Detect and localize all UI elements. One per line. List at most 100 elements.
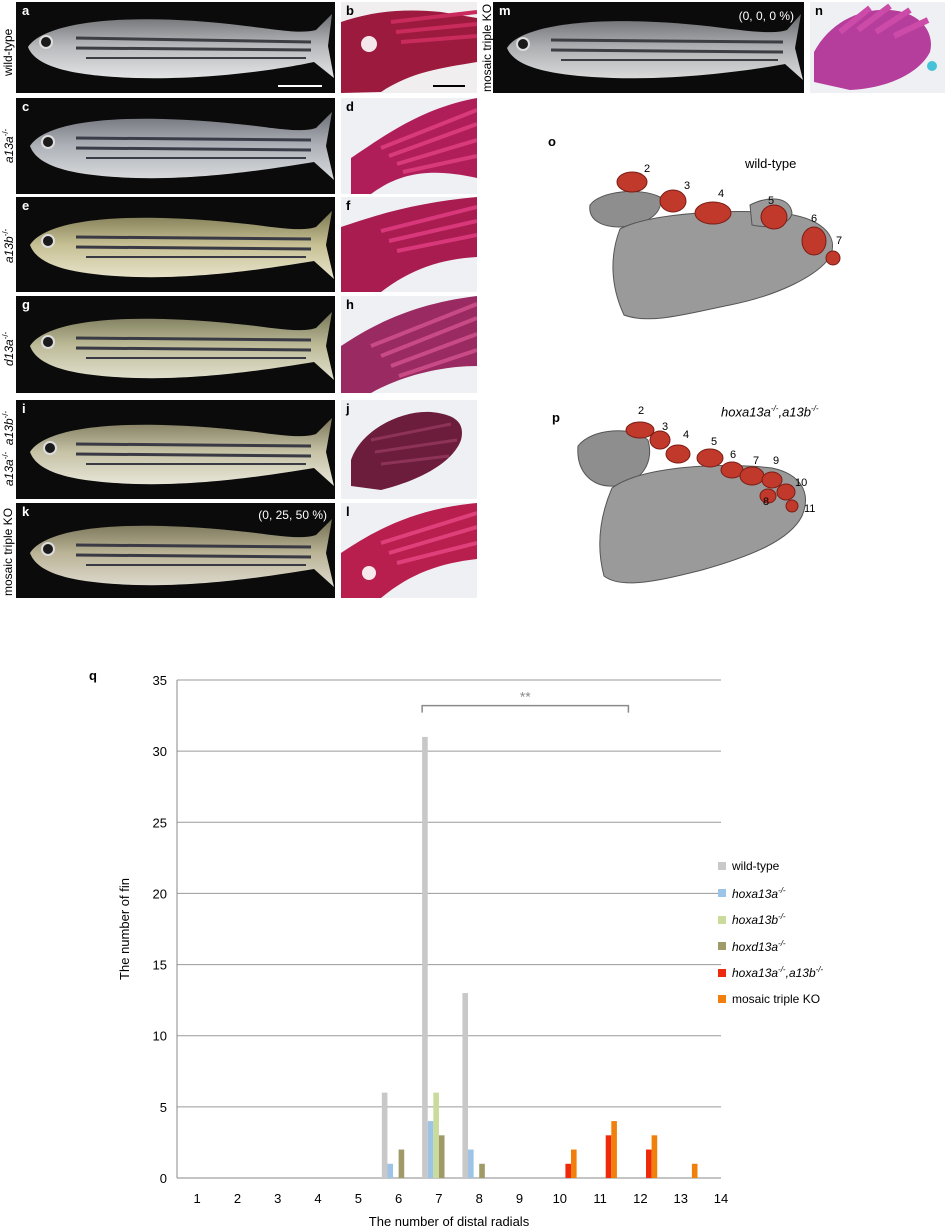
- legend-label: hoxa13a-/-: [732, 886, 786, 901]
- photo-panel-l: l: [341, 503, 477, 598]
- panel-label-j: j: [346, 401, 350, 416]
- x-tick-label: 7: [435, 1191, 442, 1206]
- percent-label-m: (0, 0, 0 %): [738, 9, 794, 23]
- fish-image-wild-type: [28, 14, 334, 87]
- legend-item: hoxa13b-/-: [718, 912, 786, 927]
- legend-label-sup: -/-: [778, 938, 786, 948]
- photo-panel-n: n: [810, 2, 945, 93]
- radial-number-p-5: 6: [730, 449, 737, 461]
- bar: [433, 1092, 439, 1178]
- legend-label: hoxd13a-/-: [732, 939, 786, 954]
- legend-item: wild-type: [718, 859, 779, 873]
- fish-image-d13a: [30, 312, 334, 380]
- fin-stain-wild-type: [341, 2, 477, 93]
- significance-bracket: [421, 704, 630, 713]
- panel-label-p: p: [552, 410, 560, 425]
- photo-panel-e: e: [16, 197, 335, 292]
- bar: [422, 736, 428, 1178]
- radial-number-p-6: 7: [753, 455, 760, 467]
- photo-panel-c: c: [16, 98, 335, 194]
- fin-stain-a13a-a13b: [341, 400, 477, 499]
- panel-label-i: i: [22, 401, 26, 416]
- bar: [438, 1135, 445, 1178]
- y-axis-title: The number of fin: [117, 878, 132, 980]
- panel-label-f: f: [346, 198, 351, 213]
- legend-label-sup: -/-: [778, 965, 786, 974]
- legend-label: wild-type: [732, 859, 779, 873]
- legend-label-sup: -/-: [778, 885, 786, 895]
- legend-item: hoxa13a-/-: [718, 886, 786, 901]
- x-tick-label: 11: [593, 1191, 607, 1206]
- legend-label: hoxa13b-/-: [732, 912, 786, 927]
- legend-label-sup: -/-: [778, 912, 786, 921]
- percent-label-k: (0, 25, 50 %): [258, 508, 327, 522]
- radial-number-p-4: 5: [711, 436, 718, 448]
- x-tick-label: 8: [476, 1191, 483, 1206]
- photo-panel-k: k (0, 25, 50 %): [16, 503, 335, 598]
- photo-panel-m: m (0, 0, 0 %): [493, 2, 804, 93]
- y-tick-label: 35: [153, 673, 167, 688]
- legend-swatch: [718, 994, 726, 1003]
- x-tick-label: 6: [395, 1191, 402, 1206]
- radial-number-o-2: 3: [684, 180, 691, 192]
- panel-label-h: h: [346, 297, 354, 312]
- fin-stain-a13a: [341, 98, 477, 194]
- row-label-a13a: a13a-/-: [1, 128, 16, 163]
- panel-label-q: q: [89, 668, 97, 683]
- panel-label-o: o: [548, 134, 556, 149]
- row-label-wild-type: wild-type: [1, 28, 15, 76]
- legend-item: mosaic triple KO: [718, 992, 820, 1006]
- radial-number-p-3: 4: [683, 429, 690, 441]
- photo-panel-d: d: [341, 98, 477, 194]
- radial-number-p-7: 9: [773, 455, 780, 467]
- fin-stain-a13b: [341, 197, 477, 292]
- bar: [571, 1149, 577, 1178]
- bar: [468, 1149, 474, 1178]
- x-tick-label: 10: [553, 1191, 567, 1206]
- panel-label-e: e: [22, 198, 30, 213]
- radial-number-p-9: 8: [763, 496, 770, 508]
- panel-label-m: m: [499, 3, 511, 18]
- fish-image-a13b: [30, 211, 334, 279]
- legend-label: hoxa13a-/-,a13b-/-: [732, 965, 823, 980]
- fin-stain-d13a: [341, 296, 477, 393]
- fin-stain-mosaic-n: [810, 2, 945, 93]
- panel-label-g: g: [22, 297, 30, 312]
- panel-label-l: l: [346, 504, 350, 519]
- x-tick-label: 4: [314, 1191, 321, 1206]
- panel-label-n: n: [815, 3, 823, 18]
- radial-bones-p: [625, 421, 799, 513]
- legend-item: hoxa13a-/-,a13b-/-: [718, 965, 823, 980]
- radial-number-o-3: 4: [718, 188, 725, 200]
- radial-number-p-2: 3: [662, 421, 669, 433]
- x-tick-label: 5: [355, 1191, 362, 1206]
- row-label-d13a: d13a-/-: [1, 331, 16, 366]
- fish-image-a13a: [30, 112, 334, 180]
- bar: [611, 1121, 617, 1178]
- legend-swatch: [718, 915, 726, 924]
- legend-label-main: hoxa13b: [732, 913, 779, 927]
- radial-number-p-8: 10: [795, 477, 808, 489]
- x-tick-label: 1: [194, 1191, 201, 1206]
- legend-item: hoxd13a-/-: [718, 939, 786, 954]
- panel-label-k: k: [22, 504, 30, 519]
- fish-image-mosaic-triple-ko: [30, 519, 334, 587]
- significance-label: **: [520, 689, 531, 705]
- y-tick-label: 5: [160, 1100, 167, 1115]
- fish-image-mosaic-triple-ko-m: [507, 14, 803, 80]
- legend-label-sup: -/-: [815, 965, 824, 974]
- legend-label-main: hoxa13a: [732, 886, 779, 901]
- bar: [565, 1163, 572, 1178]
- bar: [605, 1135, 612, 1178]
- bar: [462, 993, 469, 1178]
- radial-number-o-1: 2: [644, 163, 651, 175]
- legend-label-main: hoxa13a: [732, 966, 779, 980]
- radial-number-p-1: 2: [638, 405, 645, 417]
- radial-number-p-10: 11: [804, 503, 816, 515]
- x-tick-label: 9: [516, 1191, 523, 1206]
- y-tick-label: 30: [153, 744, 167, 759]
- y-tick-label: 0: [160, 1171, 167, 1186]
- x-tick-label: 12: [633, 1191, 647, 1206]
- photo-panel-a: a: [16, 2, 335, 93]
- x-tick-label: 13: [673, 1191, 687, 1206]
